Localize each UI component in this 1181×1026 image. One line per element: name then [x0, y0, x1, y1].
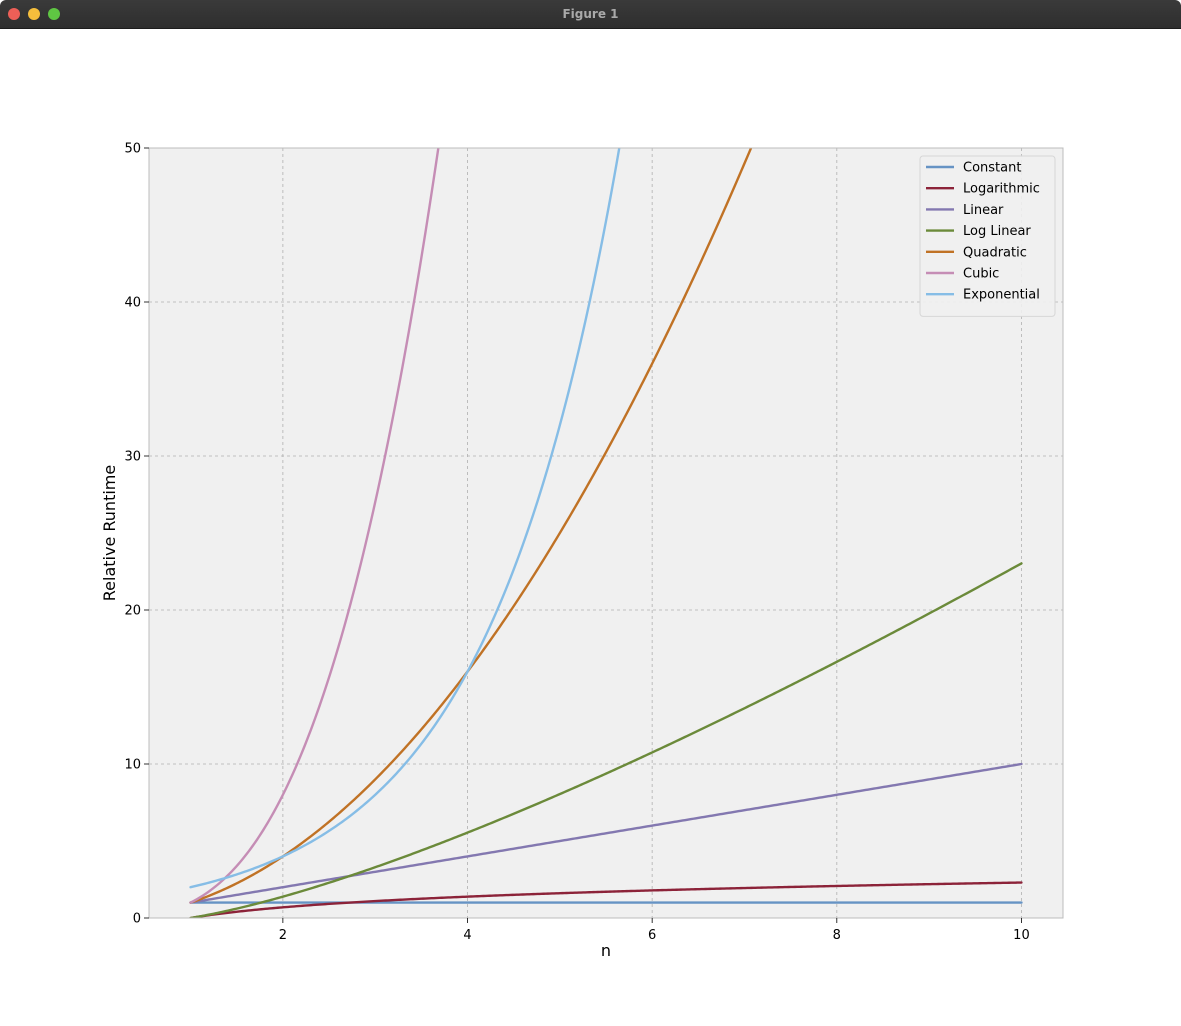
x-tick-label: 10 [1013, 928, 1030, 943]
y-axis-label: Relative Runtime [100, 465, 119, 601]
series-line-log-linear [189, 562, 1023, 918]
series-line-cubic [189, 148, 440, 904]
y-tick-label: 30 [124, 450, 141, 465]
legend-label-quadratic: Quadratic [963, 245, 1027, 260]
close-window-button[interactable] [8, 8, 20, 20]
runtime-line-chart: 2 4 6 8 10 0 10 20 30 40 50 n Relative Runtime Co… [100, 142, 1064, 960]
series-lines [189, 148, 1023, 918]
zoom-window-button[interactable] [48, 8, 60, 20]
y-tick-label: 20 [124, 604, 141, 619]
x-tick-label: 2 [279, 928, 287, 943]
legend-label-logarithmic: Logarithmic [963, 182, 1040, 197]
x-tick-label: 8 [833, 928, 841, 943]
y-tick-label: 40 [124, 296, 141, 311]
plot-frame [148, 147, 1064, 919]
series-line-logarithmic [189, 881, 1023, 918]
legend-box [919, 155, 1056, 317]
x-axis-ticks: 2 4 6 8 10 [279, 918, 1030, 943]
x-axis-label: n [601, 941, 611, 960]
series-line-quadratic [189, 148, 753, 904]
x-tick-label: 4 [463, 928, 471, 943]
legend-label-log-linear: Log Linear [963, 224, 1031, 239]
y-tick-label: 10 [124, 758, 141, 773]
y-axis-ticks: 0 10 20 30 40 50 [124, 142, 149, 927]
series-line-exponential [189, 148, 621, 889]
minimize-window-button[interactable] [28, 8, 40, 20]
y-tick-label: 0 [133, 912, 141, 927]
legend-label-linear: Linear [963, 203, 1004, 218]
window-title: Figure 1 [562, 7, 619, 21]
y-tick-label: 50 [124, 142, 141, 157]
legend-label-exponential: Exponential [963, 288, 1040, 303]
legend: Constant Logarithmic Linear Log Linear Quadr… [919, 155, 1056, 317]
x-tick-label: 6 [648, 928, 656, 943]
series-line-linear [189, 762, 1023, 904]
legend-label-constant: Constant [963, 161, 1021, 176]
title-bar[interactable]: Figure 1 [0, 0, 1181, 29]
plot-area [149, 148, 1063, 918]
legend-label-cubic: Cubic [963, 267, 999, 282]
